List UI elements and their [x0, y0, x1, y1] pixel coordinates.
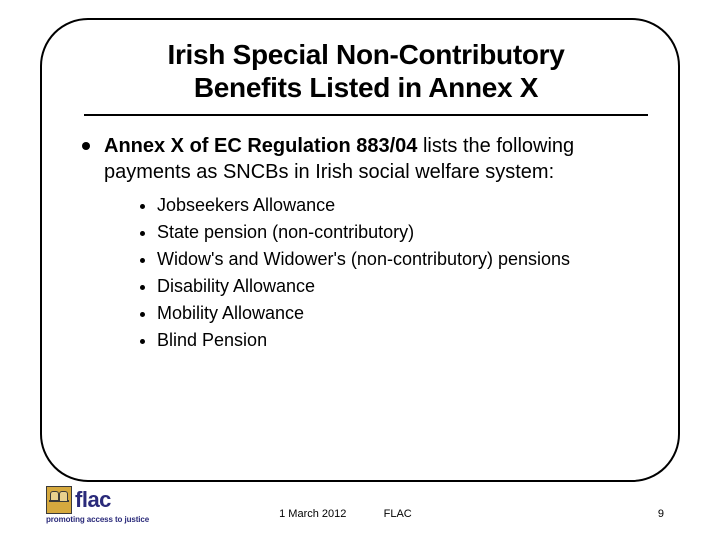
- item-text: Blind Pension: [157, 330, 267, 351]
- list-item: Disability Allowance: [140, 276, 650, 297]
- title-line-1: Irish Special Non-Contributory: [167, 39, 564, 70]
- item-text: Mobility Allowance: [157, 303, 304, 324]
- list-item: Mobility Allowance: [140, 303, 650, 324]
- title-line-2: Benefits Listed in Annex X: [194, 72, 538, 103]
- scales-icon: [46, 486, 72, 514]
- logo-tagline: promoting access to justice: [46, 515, 149, 524]
- intro-bold: Annex X of EC Regulation 883/04: [104, 135, 417, 157]
- sub-bullet-icon: [140, 285, 145, 290]
- bullet-icon: [82, 142, 90, 150]
- title-divider: [84, 114, 648, 116]
- slide-title: Irish Special Non-Contributory Benefits …: [82, 38, 650, 104]
- slide-content: Irish Special Non-Contributory Benefits …: [82, 38, 650, 357]
- intro-row: Annex X of EC Regulation 883/04 lists th…: [82, 134, 650, 185]
- logo: flac promoting access to justice: [46, 486, 149, 524]
- sub-bullet-icon: [140, 312, 145, 317]
- item-text: State pension (non-contributory): [157, 222, 414, 243]
- intro-text: Annex X of EC Regulation 883/04 lists th…: [104, 134, 650, 185]
- item-text: Widow's and Widower's (non-contributory)…: [157, 249, 570, 270]
- item-text: Disability Allowance: [157, 276, 315, 297]
- sub-bullet-icon: [140, 231, 145, 236]
- sub-bullet-icon: [140, 339, 145, 344]
- list-item: State pension (non-contributory): [140, 222, 650, 243]
- logo-row: flac: [46, 486, 111, 514]
- footer-org: FLAC: [384, 508, 412, 520]
- sub-bullet-icon: [140, 258, 145, 263]
- footer-page-number: 9: [658, 508, 674, 524]
- list-item: Blind Pension: [140, 330, 650, 351]
- list-item: Jobseekers Allowance: [140, 195, 650, 216]
- items-list: Jobseekers Allowance State pension (non-…: [140, 195, 650, 351]
- sub-bullet-icon: [140, 204, 145, 209]
- logo-text: flac: [75, 487, 111, 513]
- item-text: Jobseekers Allowance: [157, 195, 335, 216]
- slide-footer: flac promoting access to justice 1 March…: [46, 486, 674, 524]
- list-item: Widow's and Widower's (non-contributory)…: [140, 249, 650, 270]
